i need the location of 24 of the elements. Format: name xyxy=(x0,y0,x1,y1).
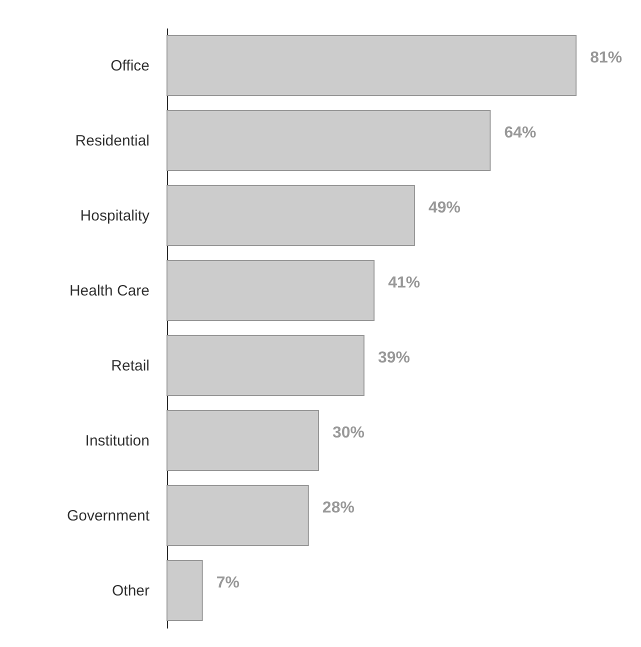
bar xyxy=(166,335,364,396)
bar xyxy=(166,260,375,321)
bar xyxy=(166,185,415,246)
y-tick-label: Government xyxy=(66,508,150,524)
y-tick-label: Office xyxy=(110,58,150,74)
bar xyxy=(166,410,320,471)
y-tick-label: Other xyxy=(112,582,150,600)
data-label: 7% xyxy=(216,574,240,592)
data-label: 28% xyxy=(322,500,354,516)
bar xyxy=(166,560,203,621)
data-label: 30% xyxy=(332,424,365,442)
data-label: 49% xyxy=(428,200,461,216)
y-tick-label: Health Care xyxy=(69,282,150,300)
data-label: 81% xyxy=(590,50,622,66)
y-tick-label: Retail xyxy=(111,358,150,374)
data-label: 39% xyxy=(378,350,410,366)
y-tick-label: Institution xyxy=(85,432,150,450)
data-label: 64% xyxy=(504,124,536,142)
bar xyxy=(166,110,491,171)
bar xyxy=(166,485,309,546)
y-tick-label: Residential xyxy=(75,132,150,150)
y-tick-label: Hospitality xyxy=(80,208,150,224)
data-label: 41% xyxy=(388,274,420,292)
bar xyxy=(166,35,577,96)
